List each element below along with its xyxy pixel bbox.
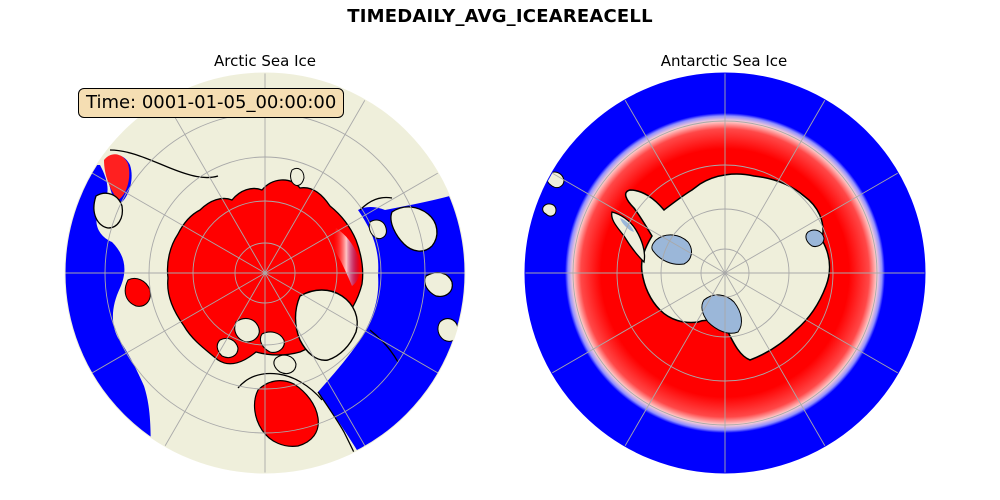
arctic-canada-islands	[216, 317, 297, 375]
arctic-svalbard	[368, 219, 387, 239]
arctic-graticule	[65, 73, 465, 473]
arctic-sea-ice-bering	[104, 154, 130, 200]
antarctic-ronne-ice-shelf	[651, 234, 692, 265]
arctic-scandinavia	[390, 206, 438, 252]
antarctic-amery-ice-shelf	[805, 229, 825, 247]
antarctic-map-border	[524, 72, 926, 474]
arctic-sea-ice-okhotsk	[124, 277, 151, 307]
arctic-ice-edge-barents	[332, 228, 361, 286]
arctic-sea-ice-hudson	[253, 380, 319, 447]
arctic-british-isles	[437, 318, 459, 342]
arctic-eurasia-coast	[359, 196, 399, 363]
figure-title: TIMEDAILY_AVG_ICEAREACELL	[347, 6, 653, 27]
arctic-hudson-coast	[237, 372, 323, 401]
antarctic-graticule	[525, 73, 925, 473]
antarctic-larsen-ice-shelf	[620, 218, 634, 232]
arctic-map-border	[64, 72, 466, 474]
antarctic-panel-title: Antarctic Sea Ice	[660, 52, 788, 70]
arctic-map	[65, 73, 465, 473]
antarctic-south-sandwich	[542, 203, 557, 217]
arctic-panel-title: Arctic Sea Ice	[213, 52, 317, 70]
arctic-siberia-coast	[109, 149, 219, 179]
arctic-novaya-zemlya	[290, 167, 305, 186]
time-label: Time: 0001-01-05_00:00:00	[78, 88, 345, 118]
antarctic-map	[525, 73, 925, 473]
arctic-alaska	[93, 192, 124, 229]
